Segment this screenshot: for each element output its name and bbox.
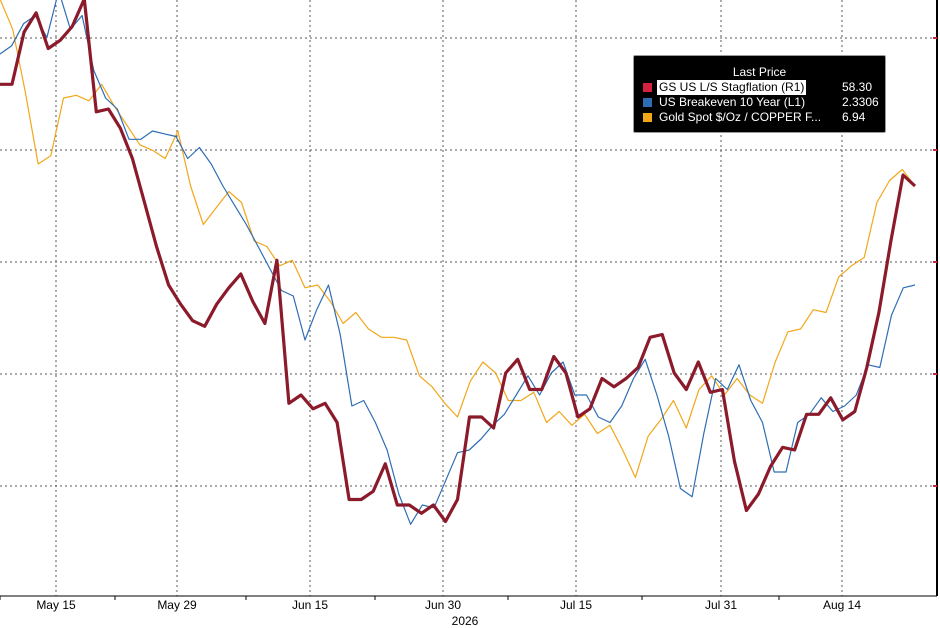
- breakeven-line: [0, 0, 916, 525]
- legend-box: Last Price GS US L/S Stagflation (R1) 58…: [633, 55, 886, 133]
- x-tick-label: May 15: [36, 598, 76, 612]
- legend-value-gold-copper: 6.94: [842, 110, 866, 124]
- legend-title: Last Price: [732, 65, 787, 79]
- x-tick-label: Jul 31: [705, 598, 737, 612]
- legend-swatch-stagflation: [643, 83, 652, 92]
- legend-label-breakeven: US Breakeven 10 Year (L1): [659, 95, 806, 109]
- legend-value-breakeven: 2.3306: [842, 95, 879, 109]
- legend-value-stagflation: 58.30: [842, 80, 873, 94]
- x-tick-label: Jul 15: [560, 598, 592, 612]
- x-tick-label: Jun 15: [292, 598, 328, 612]
- legend-item-gold-copper[interactable]: Gold Spot $/Oz / COPPER F... 6.94: [634, 110, 885, 125]
- gridlines: [0, 0, 937, 596]
- gold-copper-line: [0, 0, 916, 479]
- legend-label-gold-copper: Gold Spot $/Oz / COPPER F...: [659, 110, 822, 124]
- x-year-label: 2026: [452, 614, 479, 628]
- legend-swatch-gold-copper: [643, 113, 652, 122]
- x-tick-label: Aug 14: [823, 598, 861, 612]
- legend-item-breakeven[interactable]: US Breakeven 10 Year (L1) 2.3306: [634, 95, 885, 110]
- legend-swatch-breakeven: [643, 98, 652, 107]
- x-tick-label: Jun 30: [425, 598, 461, 612]
- legend-label-stagflation: GS US L/S Stagflation (R1): [657, 80, 807, 95]
- series-lines: [0, 0, 917, 525]
- x-tick-label: May 29: [157, 598, 197, 612]
- legend-item-stagflation[interactable]: GS US L/S Stagflation (R1) 58.30: [634, 80, 885, 95]
- stagflation-line: [0, 0, 917, 524]
